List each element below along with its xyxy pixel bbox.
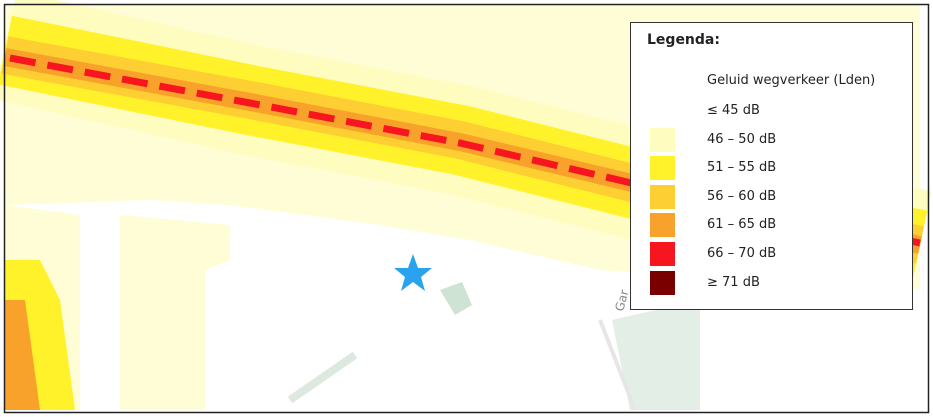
legend-item: 56 – 60 dB (631, 184, 912, 209)
noise-area (5, 300, 40, 410)
legend: Legenda: Geluid wegverkeer (Lden) ≤ 45 d… (630, 22, 913, 310)
legend-label: ≤ 45 dB (707, 103, 760, 118)
park (612, 300, 700, 410)
legend-swatch (650, 213, 675, 238)
map-border (3, 3, 930, 414)
legend-label: 56 – 60 dB (707, 188, 777, 204)
legend-item: 61 – 65 dB (631, 213, 912, 238)
street-label: Gar (612, 288, 631, 313)
legend-item: ≤ 45 dB (631, 99, 912, 123)
legend-swatch (650, 270, 675, 295)
park (440, 282, 472, 315)
legend-item: ≥ 71 dB (631, 270, 912, 295)
legend-label: 46 – 50 dB (707, 131, 777, 147)
road (598, 319, 637, 411)
legend-label: 51 – 55 dB (707, 160, 777, 176)
legend-swatch (650, 156, 675, 181)
road (287, 351, 358, 404)
legend-label: 66 – 70 dB (707, 246, 777, 261)
legend-label: ≥ 71 dB (707, 274, 760, 290)
location-star (394, 254, 432, 291)
legend-subtitle: Geluid wegverkeer (Lden) (707, 73, 876, 88)
legend-item: 51 – 55 dB (631, 156, 912, 181)
legend-item: 46 – 50 dB (631, 127, 912, 152)
noise-area (120, 215, 230, 410)
legend-swatch (650, 242, 675, 266)
legend-swatch (650, 184, 675, 209)
legend-swatch (650, 127, 675, 152)
legend-title: Legenda: (647, 32, 720, 48)
legend-item: 66 – 70 dB (631, 242, 912, 266)
legend-label: 61 – 65 dB (707, 217, 777, 233)
